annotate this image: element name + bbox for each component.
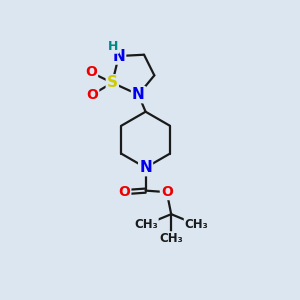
Text: H: H: [108, 40, 118, 53]
Text: N: N: [132, 87, 145, 102]
Text: CH₃: CH₃: [184, 218, 208, 231]
Text: CH₃: CH₃: [159, 232, 183, 245]
Text: O: O: [118, 185, 130, 199]
Text: N: N: [139, 160, 152, 175]
Text: O: O: [86, 88, 98, 102]
Text: N: N: [112, 49, 125, 64]
Text: O: O: [161, 185, 173, 199]
Text: CH₃: CH₃: [134, 218, 158, 231]
Text: S: S: [107, 75, 118, 90]
Text: O: O: [85, 65, 97, 80]
